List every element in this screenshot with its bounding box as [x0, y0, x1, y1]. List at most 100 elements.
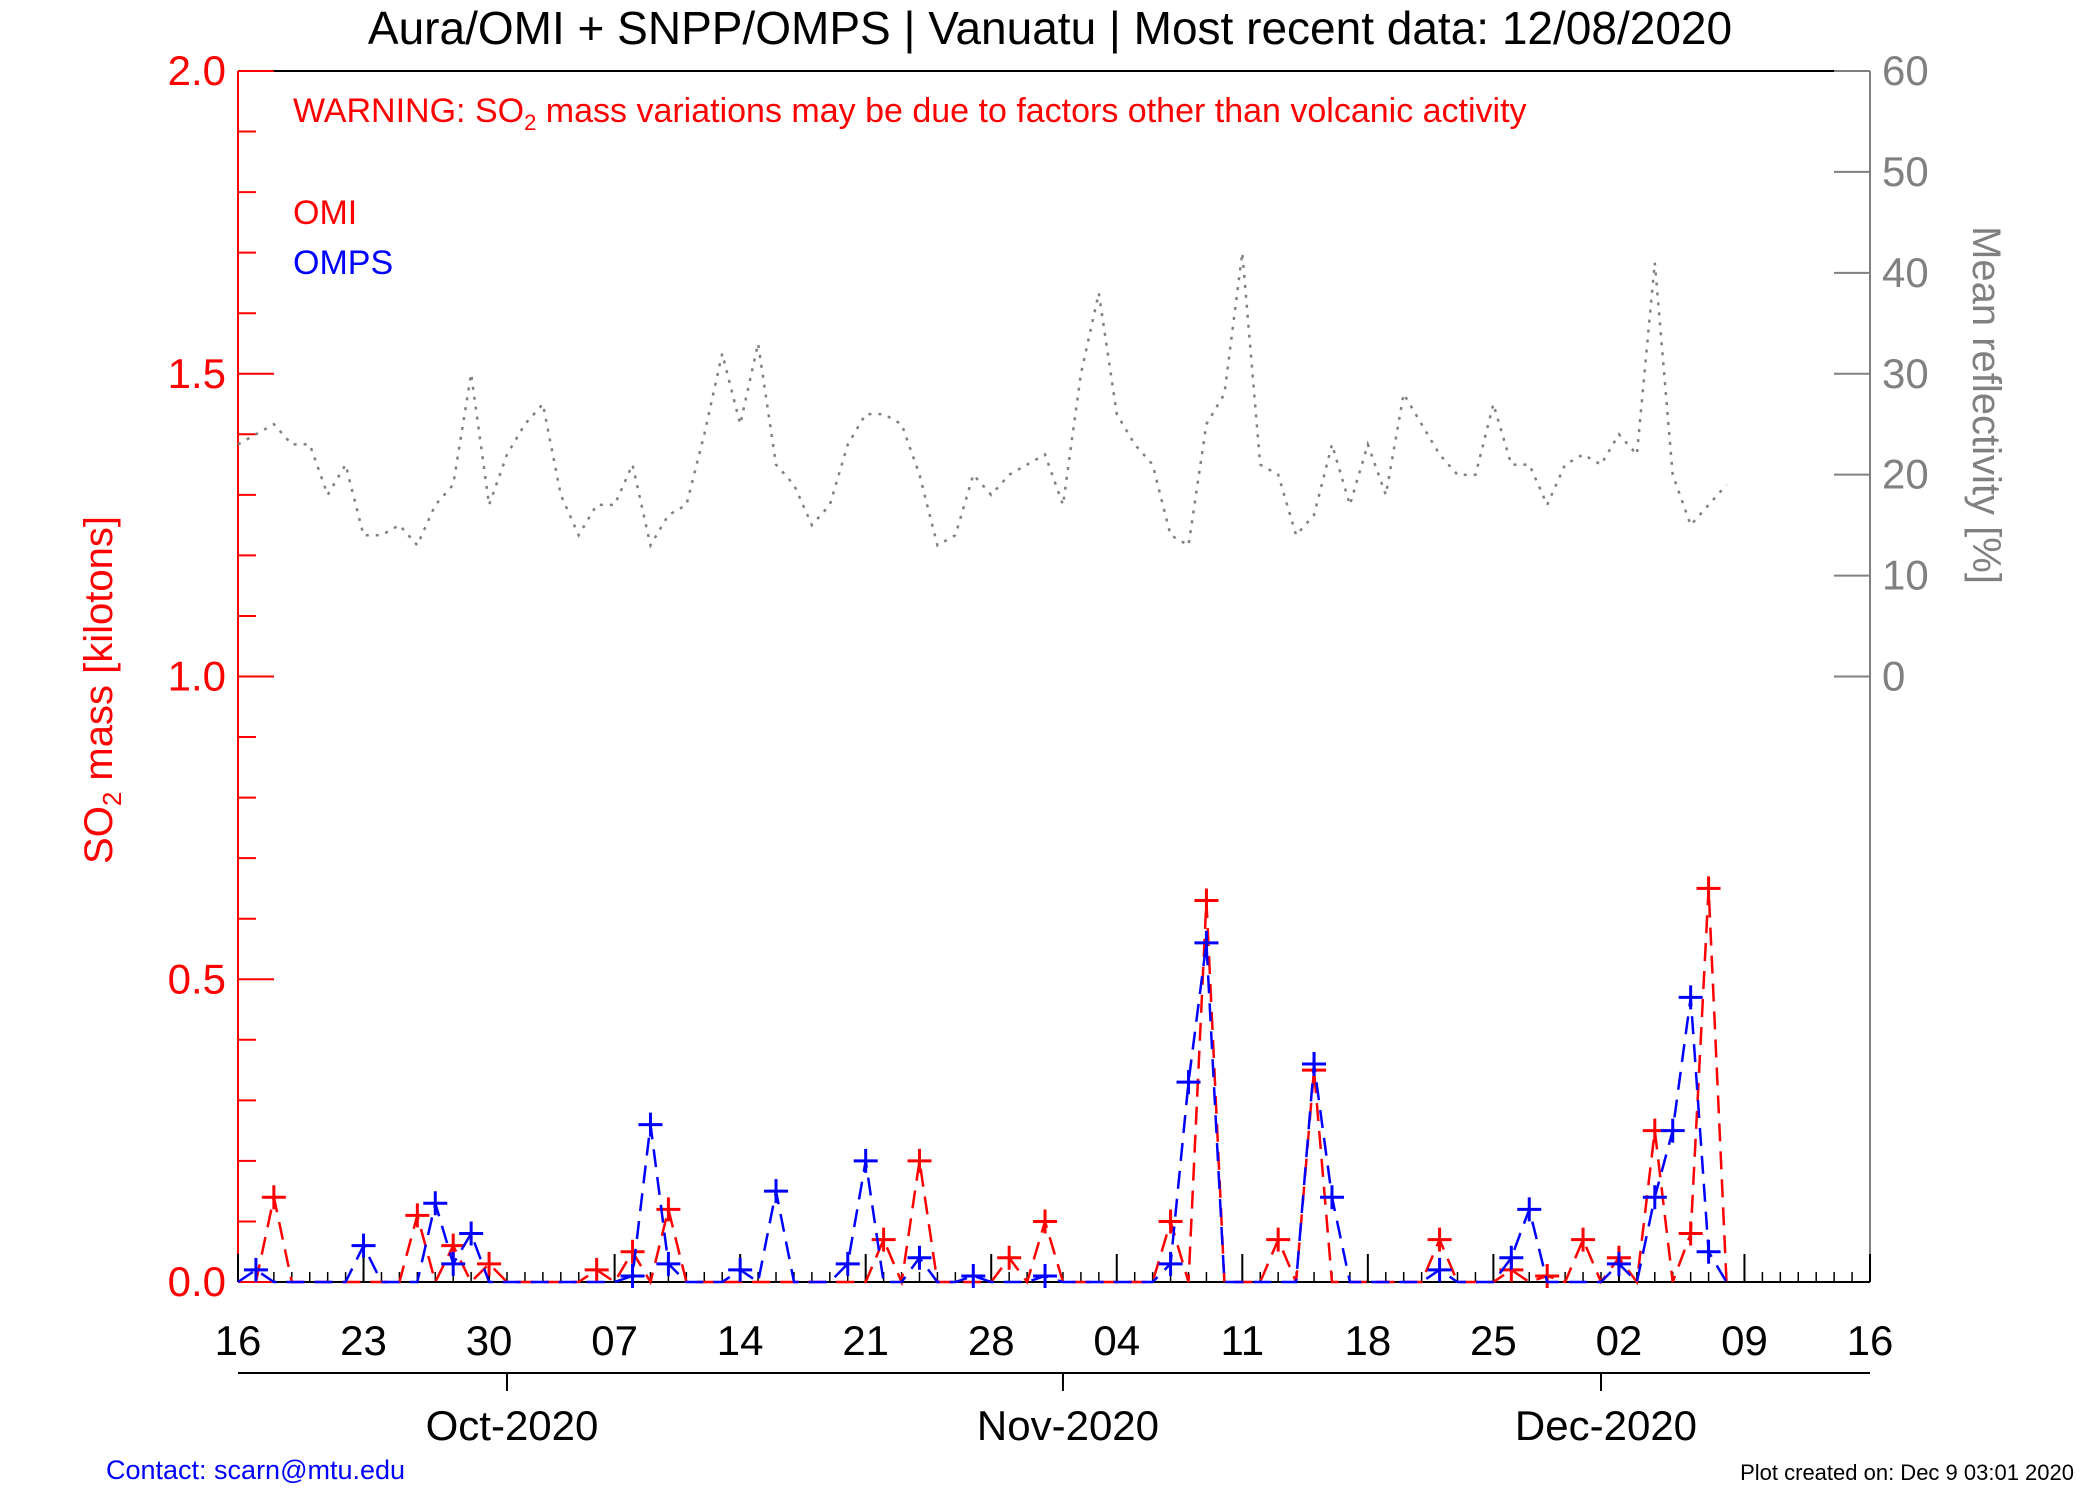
- omps-point: [459, 1221, 484, 1246]
- omps-point: [1517, 1197, 1542, 1222]
- omi-point: [261, 1185, 286, 1210]
- omps-point: [243, 1257, 268, 1282]
- omi-point: [1571, 1227, 1596, 1252]
- omi-point: [1696, 876, 1721, 901]
- month-label: Nov-2020: [977, 1402, 1159, 1449]
- x-tick-label: 11: [1221, 1317, 1265, 1364]
- y-tick-label: 2.0: [168, 47, 226, 94]
- omps-point: [1660, 1118, 1685, 1143]
- omps-point: [1642, 1185, 1667, 1210]
- y2-tick-label: 30: [1882, 350, 1929, 397]
- omi-line: [254, 888, 1728, 1287]
- omps-point: [1678, 985, 1703, 1010]
- omps-point: [835, 1251, 860, 1276]
- y2label: Mean reflectivity [%]: [1964, 226, 2008, 584]
- x-tick-label: 16: [1847, 1317, 1894, 1364]
- omi-point: [871, 1227, 896, 1252]
- omps-point: [656, 1251, 681, 1276]
- x-tick-label: 23: [340, 1317, 387, 1364]
- svg-text:SO2 mass [kilotons]: SO2 mass [kilotons]: [77, 516, 127, 864]
- y-tick-label: 1.5: [168, 350, 226, 397]
- y-axis-title: SO2 mass [kilotons]: [77, 516, 127, 864]
- y2-tick-label: 60: [1882, 47, 1929, 94]
- omps-point: [620, 1263, 645, 1288]
- y2-axis-title: Mean reflectivity [%]: [1964, 226, 2008, 584]
- omps-point: [1696, 1239, 1721, 1264]
- x-tick-label: 04: [1093, 1317, 1140, 1364]
- y-tick-label: 0.5: [168, 955, 226, 1002]
- x-tick-label: 14: [717, 1317, 764, 1364]
- omps-point: [1194, 930, 1219, 955]
- omps-point: [441, 1251, 466, 1276]
- omi-point: [1427, 1227, 1452, 1252]
- warning-prefix: WARNING: SO: [293, 92, 524, 130]
- reflectivity-line: [237, 252, 1728, 549]
- ylabel-suffix: mass [kilotons]: [77, 516, 121, 792]
- x-tick-label: 28: [968, 1317, 1015, 1364]
- x-tick-label: 02: [1596, 1317, 1643, 1364]
- omi-point: [620, 1239, 645, 1264]
- y2-tick-label: 0: [1882, 653, 1905, 700]
- contact-text: Contact: scarn@mtu.edu: [106, 1455, 406, 1485]
- created-timestamp: Plot created on: Dec 9 03:01 2020: [1740, 1460, 2074, 1485]
- x-tick-label: 18: [1344, 1317, 1391, 1364]
- omps-line: [237, 942, 1728, 1285]
- omi-point: [1266, 1227, 1291, 1252]
- omi-point: [907, 1148, 932, 1173]
- omps-point: [423, 1191, 448, 1216]
- omps-point: [351, 1233, 376, 1258]
- omi-point: [1194, 888, 1219, 913]
- omi-point: [584, 1257, 609, 1282]
- omi-point: [1033, 1209, 1058, 1234]
- omps-point: [638, 1112, 663, 1137]
- omi-point: [656, 1197, 681, 1222]
- omi-point: [1678, 1221, 1703, 1246]
- omi-point: [1535, 1263, 1560, 1288]
- x-tick-label: 30: [466, 1317, 513, 1364]
- chart-title: Aura/OMI + SNPP/OMPS | Vanuatu | Most re…: [368, 2, 1732, 54]
- omps-point: [1158, 1251, 1183, 1276]
- y2-tick-label: 20: [1882, 451, 1929, 498]
- y-tick-label: 0.0: [168, 1258, 226, 1305]
- omps-point: [764, 1179, 789, 1204]
- y-tick-label: 1.0: [168, 653, 226, 700]
- omps-point: [728, 1257, 753, 1282]
- omps-point: [1427, 1257, 1452, 1282]
- y-axis: 0.0 0.5 1.0 1.5 2.0: [168, 47, 274, 1305]
- omps-point: [853, 1148, 878, 1173]
- omps-point: [907, 1245, 932, 1270]
- x-tick-label: 21: [842, 1317, 889, 1364]
- warning-suffix: mass variations may be due to factors ot…: [536, 92, 1526, 130]
- month-label: Dec-2020: [1515, 1402, 1697, 1449]
- ylabel-subscript: 2: [97, 792, 127, 806]
- warning-text: WARNING: SO2 mass variations may be due …: [293, 92, 1527, 135]
- warning-subscript: 2: [524, 110, 536, 135]
- omps-point: [1499, 1245, 1524, 1270]
- x-tick-label: 25: [1470, 1317, 1517, 1364]
- ylabel-prefix: SO: [77, 806, 121, 864]
- omi-point: [405, 1203, 430, 1228]
- legend-omi: OMI: [293, 194, 357, 232]
- month-label: Oct-2020: [426, 1402, 599, 1449]
- series-layer: [237, 252, 1728, 1288]
- legend-omps: OMPS: [293, 244, 393, 282]
- x-tick-label: 16: [215, 1317, 262, 1364]
- y2-tick-label: 10: [1882, 552, 1929, 599]
- plot-frame: [237, 70, 1871, 1283]
- omps-point: [961, 1263, 986, 1288]
- month-axis: Oct-2020 Nov-2020 Dec-2020: [238, 1372, 1870, 1449]
- x-axis: 16 23 30 07 14 21 28 04 11 18 25 02 09 16: [215, 1254, 1894, 1364]
- x-tick-label: 07: [591, 1317, 638, 1364]
- omi-point: [477, 1251, 502, 1276]
- x-tick-label: 09: [1721, 1317, 1768, 1364]
- y2-axis: 0 10 20 30 40 50 60: [1834, 47, 1929, 700]
- omps-point: [1606, 1251, 1631, 1276]
- omi-point: [1158, 1209, 1183, 1234]
- omps-point: [1302, 1052, 1327, 1077]
- y2-tick-label: 40: [1882, 249, 1929, 296]
- omi-point: [997, 1245, 1022, 1270]
- omps-point: [1176, 1070, 1201, 1095]
- omps-point: [1319, 1185, 1344, 1210]
- y2-tick-label: 50: [1882, 148, 1929, 195]
